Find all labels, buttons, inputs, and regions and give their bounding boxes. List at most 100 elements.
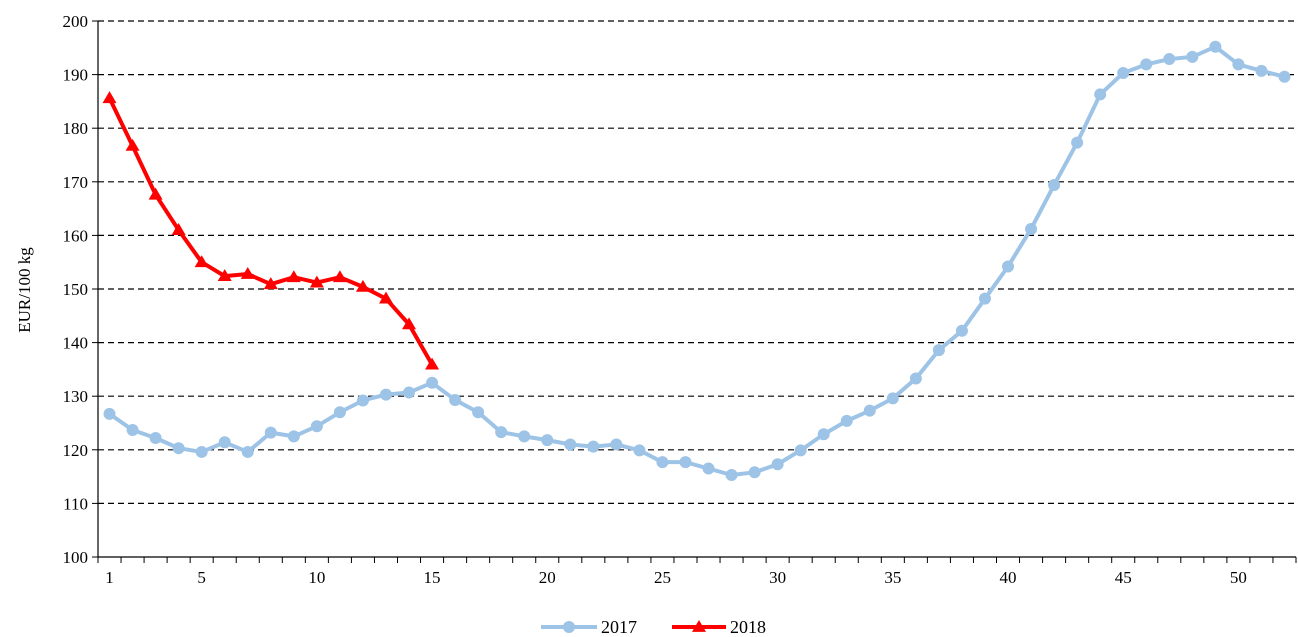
point-2018-2 [125,138,140,151]
y-tick-label-180: 180 [63,119,89,138]
point-2017-8 [264,426,277,439]
point-2018-9 [286,270,301,283]
y-tick-label-140: 140 [63,334,89,353]
gridlines [98,20,1296,504]
point-2017-31 [794,444,807,457]
y-tick-labels: 100 110 120 130 140 150 160 170 180 190 200 [63,12,89,567]
point-2017-41 [1025,222,1038,235]
point-2017-42 [1048,179,1061,192]
point-2017-51 [1255,64,1268,77]
point-2017-2 [126,423,139,436]
point-2017-32 [817,428,830,441]
point-2017-13 [379,388,392,401]
point-2017-14 [403,386,416,399]
point-2017-28 [725,468,738,481]
point-2018-12 [355,279,370,292]
point-2017-33 [840,414,853,427]
y-tick-label-130: 130 [63,387,89,406]
x-tick-labels: 1 5 10 15 20 25 30 35 40 45 50 [105,568,1247,587]
point-2017-45 [1117,66,1130,79]
point-2018-15 [425,357,440,370]
x-tick-label-30: 30 [769,568,786,587]
x-tick-label-10: 10 [308,568,325,587]
point-2018-6 [217,269,232,282]
legend-marker-2017 [563,621,575,633]
y-tick-label-160: 160 [63,226,89,245]
y-tick-label-150: 150 [63,280,89,299]
point-2017-12 [356,394,369,407]
point-2017-25 [656,456,669,469]
point-2017-50 [1232,58,1245,71]
point-2017-17 [472,406,485,419]
point-2017-21 [564,438,577,451]
point-2017-23 [610,438,623,451]
point-2018-11 [332,270,347,283]
point-2017-40 [1002,260,1015,273]
x-tick-label-45: 45 [1115,568,1132,587]
point-2017-37 [932,344,945,357]
point-2018-7 [240,266,255,279]
point-2017-44 [1094,88,1107,101]
point-2018-10 [309,275,324,288]
legend-label-2018: 2018 [730,617,766,637]
point-2017-30 [771,458,784,471]
point-2018-8 [263,277,278,290]
point-2017-48 [1186,50,1199,63]
series-line-2018 [107,97,434,366]
axes [92,20,1297,563]
x-tick-label-40: 40 [1000,568,1017,587]
point-2017-16 [449,393,462,406]
point-2017-9 [287,430,300,443]
point-2017-35 [886,392,899,405]
point-2017-7 [241,445,254,458]
x-tick-label-20: 20 [539,568,556,587]
point-2017-46 [1140,58,1153,71]
point-2018-1 [102,91,117,104]
point-2018-5 [194,255,209,268]
x-tick-label-25: 25 [654,568,671,587]
point-2017-43 [1071,136,1084,149]
point-2017-36 [909,372,922,385]
x-tick-label-35: 35 [884,568,901,587]
y-tick-label-120: 120 [63,441,89,460]
y-tick-label-200: 200 [63,12,89,31]
point-2017-52 [1278,70,1291,83]
x-tick-label-1: 1 [105,568,114,587]
series-line-2017 [108,44,1285,477]
y-tick-label-100: 100 [63,548,89,567]
point-2017-15 [426,376,439,389]
point-2017-3 [149,432,162,445]
point-2017-34 [863,404,876,417]
legend-label-2017: 2017 [601,617,637,637]
legend: 2017 2018 [541,617,766,637]
point-2017-19 [518,430,531,443]
point-2017-47 [1163,53,1176,66]
point-2017-11 [333,406,346,419]
point-2017-4 [172,442,185,455]
legend-marker-2018 [692,620,706,632]
point-2017-1 [103,407,116,420]
series-lines [102,40,1291,481]
x-tick-label-15: 15 [424,568,441,587]
point-2017-10 [310,420,323,433]
point-2017-26 [679,456,692,469]
point-2017-6 [218,436,231,449]
point-2017-39 [978,292,991,305]
point-2018-4 [171,223,186,235]
y-tick-label-110: 110 [63,494,88,513]
point-2018-3 [148,187,163,200]
y-tick-label-170: 170 [63,173,89,192]
point-2017-27 [702,462,715,475]
point-2017-38 [955,324,968,337]
x-tick-label-5: 5 [197,568,206,587]
point-2017-5 [195,445,208,458]
point-2017-49 [1209,40,1222,53]
point-2017-18 [495,426,508,439]
point-2017-24 [633,444,646,457]
point-2018-13 [378,291,393,304]
point-2018-14 [402,317,417,330]
y-tick-label-190: 190 [63,66,89,85]
point-2017-22 [587,440,600,453]
y-axis-title: EUR/100 kg [15,247,34,333]
